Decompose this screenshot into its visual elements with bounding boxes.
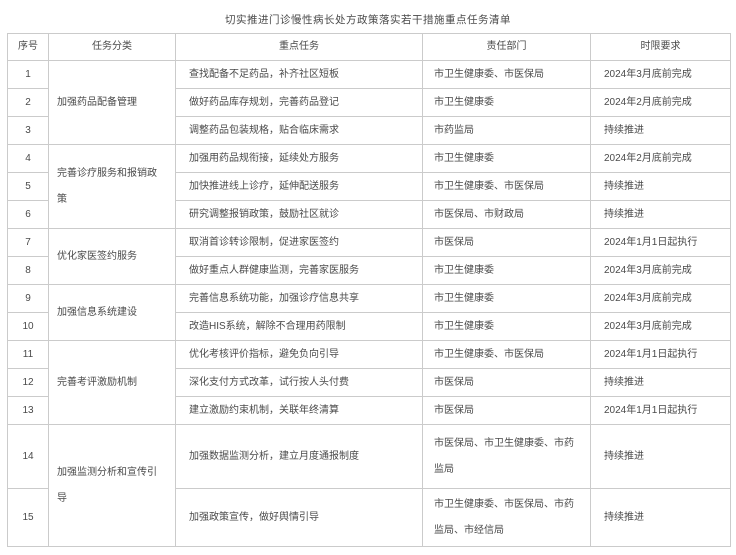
table-row: 5 加快推进线上诊疗，延伸配送服务 市卫生健康委、市医保局 持续推进 xyxy=(7,172,731,201)
row-num-cell: 5 xyxy=(7,172,49,201)
table-row: 6 研究调整报销政策，鼓励社区就诊 市医保局、市财政局 持续推进 xyxy=(7,200,731,229)
dept-cell: 市医保局 xyxy=(422,228,591,257)
time-cell: 2024年1月1日起执行 xyxy=(590,228,731,257)
row-num-cell: 1 xyxy=(7,60,49,89)
task-cell: 优化考核评价指标，避免负向引导 xyxy=(175,340,423,369)
table-row: 11 完善考评激励机制 优化考核评价指标，避免负向引导 市卫生健康委、市医保局 … xyxy=(7,340,731,425)
task-cell: 加快推进线上诊疗，延伸配送服务 xyxy=(175,172,423,201)
table-row: 15 加强政策宣传，做好舆情引导 市卫生健康委、市医保局、市药监局、市经信局 持… xyxy=(7,488,731,547)
dept-cell: 市医保局 xyxy=(422,396,591,425)
header-row: 序号 任务分类 重点任务 责任部门 时限要求 xyxy=(7,33,731,61)
time-cell: 持续推进 xyxy=(590,172,731,201)
task-cell: 深化支付方式改革，试行按人头付费 xyxy=(175,368,423,397)
task-table: 序号 任务分类 重点任务 责任部门 时限要求 1 加强药品配备管理 查找配备不足… xyxy=(7,33,731,547)
task-cell: 加强用药品规衔接，延续处方服务 xyxy=(175,144,423,173)
dept-cell: 市卫生健康委 xyxy=(422,312,591,341)
table-row: 7 优化家医签约服务 取消首诊转诊限制，促进家医签约 市医保局 2024年1月1… xyxy=(7,228,731,285)
row-num-cell: 4 xyxy=(7,144,49,173)
table-row: 9 加强信息系统建设 完善信息系统功能，加强诊疗信息共享 市卫生健康委 2024… xyxy=(7,284,731,341)
row-num-cell: 12 xyxy=(7,368,49,397)
category-cell: 加强信息系统建设 xyxy=(48,284,176,341)
category-cell: 加强药品配备管理 xyxy=(48,60,176,145)
dept-cell: 市医保局、市财政局 xyxy=(422,200,591,229)
task-cell: 做好重点人群健康监测，完善家医服务 xyxy=(175,256,423,285)
task-cell: 加强数据监测分析，建立月度通报制度 xyxy=(175,424,423,489)
table-row: 8 做好重点人群健康监测，完善家医服务 市卫生健康委 2024年3月底前完成 xyxy=(7,256,731,285)
category-cell: 完善诊疗服务和报销政策 xyxy=(48,144,176,229)
row-num-cell: 14 xyxy=(7,424,49,489)
row-num-cell: 15 xyxy=(7,488,49,547)
header-category: 任务分类 xyxy=(48,33,176,61)
dept-cell: 市卫生健康委、市医保局、市药监局、市经信局 xyxy=(422,488,591,547)
table-row: 4 完善诊疗服务和报销政策 加强用药品规衔接，延续处方服务 市卫生健康委 202… xyxy=(7,144,731,229)
row-num-cell: 7 xyxy=(7,228,49,257)
dept-cell: 市卫生健康委 xyxy=(422,284,591,313)
task-cell: 研究调整报销政策，鼓励社区就诊 xyxy=(175,200,423,229)
task-cell: 加强政策宣传，做好舆情引导 xyxy=(175,488,423,547)
row-num-cell: 10 xyxy=(7,312,49,341)
row-num-cell: 11 xyxy=(7,340,49,369)
dept-cell: 市卫生健康委、市医保局 xyxy=(422,172,591,201)
row-num-cell: 3 xyxy=(7,116,49,145)
task-cell: 调整药品包装规格，贴合临床需求 xyxy=(175,116,423,145)
table-row: 12 深化支付方式改革，试行按人头付费 市医保局 持续推进 xyxy=(7,368,731,397)
table-row: 1 加强药品配备管理 查找配备不足药品，补齐社区短板 市卫生健康委、市医保局 2… xyxy=(7,60,731,145)
category-cell: 优化家医签约服务 xyxy=(48,228,176,285)
time-cell: 持续推进 xyxy=(590,200,731,229)
row-num-cell: 13 xyxy=(7,396,49,425)
dept-cell: 市卫生健康委 xyxy=(422,88,591,117)
dept-cell: 市医保局、市卫生健康委、市药监局 xyxy=(422,424,591,489)
category-cell: 完善考评激励机制 xyxy=(48,340,176,425)
row-num-cell: 2 xyxy=(7,88,49,117)
header-time: 时限要求 xyxy=(590,33,731,61)
task-cell: 完善信息系统功能，加强诊疗信息共享 xyxy=(175,284,423,313)
task-cell: 做好药品库存规划，完善药品登记 xyxy=(175,88,423,117)
table-header: 序号 任务分类 重点任务 责任部门 时限要求 xyxy=(7,33,731,61)
time-cell: 持续推进 xyxy=(590,424,731,489)
dept-cell: 市卫生健康委 xyxy=(422,144,591,173)
page-title: 切实推进门诊慢性病长处方政策落实若干措施重点任务清单 xyxy=(225,14,511,26)
dept-cell: 市卫生健康委、市医保局 xyxy=(422,340,591,369)
task-cell: 取消首诊转诊限制，促进家医签约 xyxy=(175,228,423,257)
category-cell: 加强监测分析和宣传引导 xyxy=(48,424,176,547)
row-num-cell: 6 xyxy=(7,200,49,229)
time-cell: 2024年3月底前完成 xyxy=(590,284,731,313)
table-row: 14 加强监测分析和宣传引导 加强数据监测分析，建立月度通报制度 市医保局、市卫… xyxy=(7,424,731,547)
time-cell: 2024年2月底前完成 xyxy=(590,88,731,117)
time-cell: 2024年3月底前完成 xyxy=(590,256,731,285)
dept-cell: 市药监局 xyxy=(422,116,591,145)
dept-cell: 市卫生健康委 xyxy=(422,256,591,285)
time-cell: 2024年1月1日起执行 xyxy=(590,340,731,369)
time-cell: 持续推进 xyxy=(590,368,731,397)
row-num-cell: 9 xyxy=(7,284,49,313)
dept-cell: 市医保局 xyxy=(422,368,591,397)
dept-cell: 市卫生健康委、市医保局 xyxy=(422,60,591,89)
task-cell: 建立激励约束机制，关联年终清算 xyxy=(175,396,423,425)
task-cell: 查找配备不足药品，补齐社区短板 xyxy=(175,60,423,89)
table-row: 10 改造HIS系统，解除不合理用药限制 市卫生健康委 2024年3月底前完成 xyxy=(7,312,731,341)
time-cell: 持续推进 xyxy=(590,116,731,145)
time-cell: 2024年1月1日起执行 xyxy=(590,396,731,425)
header-task: 重点任务 xyxy=(175,33,423,61)
time-cell: 持续推进 xyxy=(590,488,731,547)
row-num-cell: 8 xyxy=(7,256,49,285)
time-cell: 2024年2月底前完成 xyxy=(590,144,731,173)
header-num: 序号 xyxy=(7,33,49,61)
header-dept: 责任部门 xyxy=(422,33,591,61)
time-cell: 2024年3月底前完成 xyxy=(590,60,731,89)
time-cell: 2024年3月底前完成 xyxy=(590,312,731,341)
task-cell: 改造HIS系统，解除不合理用药限制 xyxy=(175,312,423,341)
